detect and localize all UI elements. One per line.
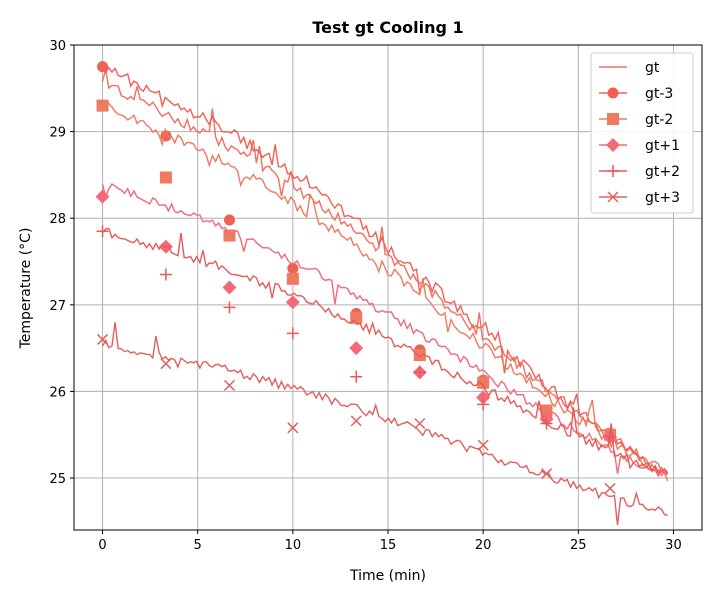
data-point-gt+1 [285, 295, 300, 310]
data-point-gt+1 [349, 341, 364, 356]
x-tick-label: 10 [285, 538, 302, 553]
series-line-gt-3 [101, 64, 668, 476]
data-point-gt+2 [286, 327, 299, 340]
data-point-gt+2 [604, 430, 617, 443]
series-line-gt-2 [102, 102, 669, 482]
data-point-gt+1 [222, 280, 237, 295]
x-axis-label: Time (min) [349, 568, 426, 584]
data-point-gt+3 [540, 468, 553, 480]
y-tick-label: 28 [49, 212, 66, 227]
data-point-gt+3 [287, 422, 299, 434]
legend-label: gt-2 [645, 112, 673, 128]
data-point-gt+2 [540, 417, 553, 430]
data-point-gt+3 [223, 379, 236, 391]
grid [74, 44, 702, 530]
data-point-gt+2 [159, 268, 172, 281]
data-point-gt-3 [97, 61, 109, 73]
data-point-gt-2 [286, 272, 299, 285]
legend-label: gt-3 [645, 86, 673, 102]
data-point-gt-2 [159, 171, 172, 184]
legend-marker [607, 191, 619, 203]
y-tick-label: 27 [49, 299, 66, 314]
ticks: 0 5 10 15 20 25 30 25 26 27 28 29 30 [49, 39, 681, 553]
data-point-gt+2 [223, 301, 236, 314]
legend-label: gt [645, 60, 660, 76]
series-line-gt+1 [101, 183, 668, 478]
data-point-gt+3 [477, 439, 489, 451]
data-point-gt-2 [413, 349, 426, 362]
data-point-gt+2 [413, 366, 426, 379]
x-tick-label: 15 [380, 538, 397, 553]
legend-marker [607, 87, 619, 99]
legend: gt gt-3 gt-2 gt+1 gt+2 gt+3 [590, 52, 694, 214]
data-point-gt-3 [287, 262, 299, 274]
x-tick-label: 20 [475, 538, 492, 553]
series-group [95, 61, 669, 526]
legend-label: gt+1 [645, 138, 680, 154]
legend-label: gt+3 [645, 190, 680, 206]
x-tick-label: 0 [98, 538, 106, 553]
y-axis-label: Temperature (°C) [18, 228, 34, 350]
legend-label: gt+2 [645, 164, 680, 180]
data-point-gt-2 [477, 376, 490, 389]
legend-box [590, 52, 694, 214]
data-point-gt-2 [540, 404, 553, 417]
data-point-gt+2 [96, 225, 109, 238]
data-point-gt+1 [95, 189, 110, 204]
data-point-gt+3 [160, 358, 172, 370]
y-tick-label: 26 [49, 385, 66, 400]
y-tick-label: 29 [49, 126, 66, 141]
series-line-gt+3 [101, 322, 668, 526]
data-point-gt-3 [223, 214, 235, 226]
data-point-gt+2 [477, 398, 490, 411]
x-tick-label: 30 [665, 538, 682, 553]
legend-marker [607, 113, 619, 125]
y-tick-label: 30 [49, 39, 66, 54]
data-point-gt+3 [350, 415, 362, 427]
data-point-gt+2 [350, 370, 363, 383]
x-tick-label: 5 [194, 538, 202, 553]
legend-marker [606, 138, 620, 152]
series-line-gt+2 [101, 227, 669, 475]
chart-title: Test gt Cooling 1 [312, 18, 463, 37]
data-point-gt+1 [476, 390, 491, 405]
x-tick-label: 25 [570, 538, 587, 553]
data-point-gt-2 [96, 99, 109, 112]
data-point-gt+3 [414, 417, 426, 430]
data-point-gt+3 [97, 333, 109, 345]
y-tick-label: 25 [49, 472, 66, 487]
data-point-gt+3 [604, 482, 616, 494]
legend-marker [607, 165, 619, 177]
